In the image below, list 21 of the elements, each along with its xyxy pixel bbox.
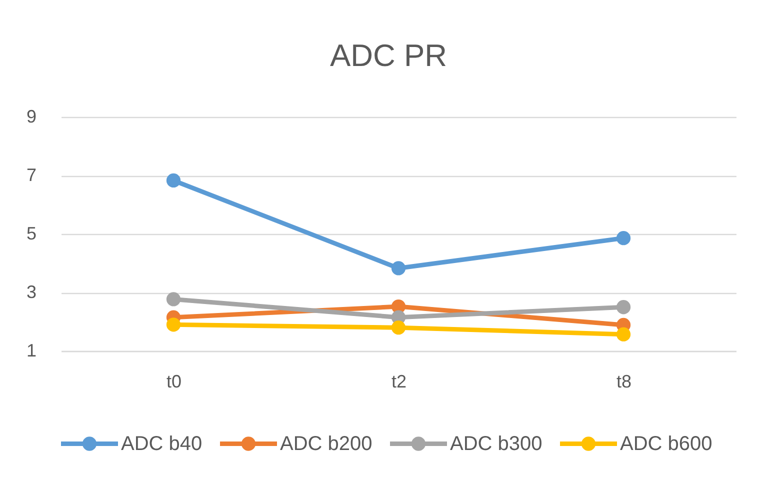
y-tick-label: 9: [26, 106, 36, 126]
y-tick-label: 3: [26, 282, 36, 302]
y-tick-label: 7: [26, 165, 36, 185]
x-tick-label: t2: [391, 372, 407, 392]
y-tick-label: 1: [26, 340, 36, 360]
y-tick-label: 5: [26, 224, 36, 244]
chart-title: ADC PR: [330, 38, 448, 73]
point: [616, 231, 631, 246]
point: [166, 292, 181, 306]
legend-label: ADC b40: [121, 432, 202, 455]
point: [391, 261, 406, 276]
point: [166, 318, 181, 332]
legend-label: ADC b200: [280, 432, 372, 455]
point: [166, 173, 181, 188]
point: [616, 327, 631, 342]
x-tick-label: t0: [166, 372, 182, 392]
legend-label: ADC b300: [450, 432, 542, 455]
point: [616, 300, 631, 314]
legend-label: ADC b600: [620, 432, 712, 455]
point: [391, 320, 406, 335]
x-tick-label: t8: [616, 372, 632, 392]
